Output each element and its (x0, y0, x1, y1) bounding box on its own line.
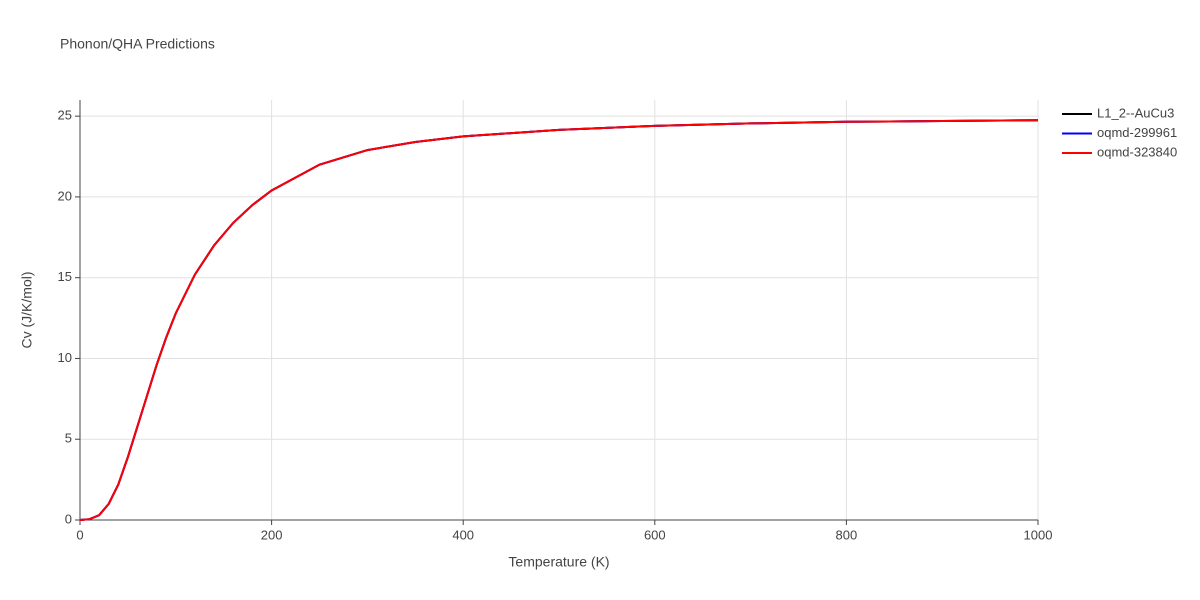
x-tick-label: 200 (261, 527, 283, 542)
x-tick-label: 0 (76, 527, 83, 542)
data-line (79, 119, 1039, 521)
y-tick-label: 5 (65, 431, 72, 446)
chart-title: Phonon/QHA Predictions (60, 36, 215, 52)
x-tick-label: 400 (452, 527, 474, 542)
x-tick-label: 600 (644, 527, 666, 542)
y-tick-label: 10 (58, 350, 72, 365)
y-tick-label: 25 (58, 108, 72, 123)
x-tick-label: 1000 (1024, 527, 1053, 542)
legend-label: L1_2--AuCu3 (1097, 105, 1174, 120)
y-axis-title: Cv (J/K/mol) (19, 272, 35, 349)
x-tick-label: 800 (836, 527, 858, 542)
x-axis-title: Temperature (K) (508, 554, 609, 570)
data-line (79, 119, 1039, 521)
y-tick-label: 20 (58, 188, 72, 203)
y-tick-label: 15 (58, 269, 72, 284)
legend-label: oqmd-323840 (1097, 144, 1177, 159)
data-line (79, 119, 1039, 521)
y-tick-label: 0 (65, 511, 72, 526)
legend-label: oqmd-299961 (1097, 125, 1177, 140)
